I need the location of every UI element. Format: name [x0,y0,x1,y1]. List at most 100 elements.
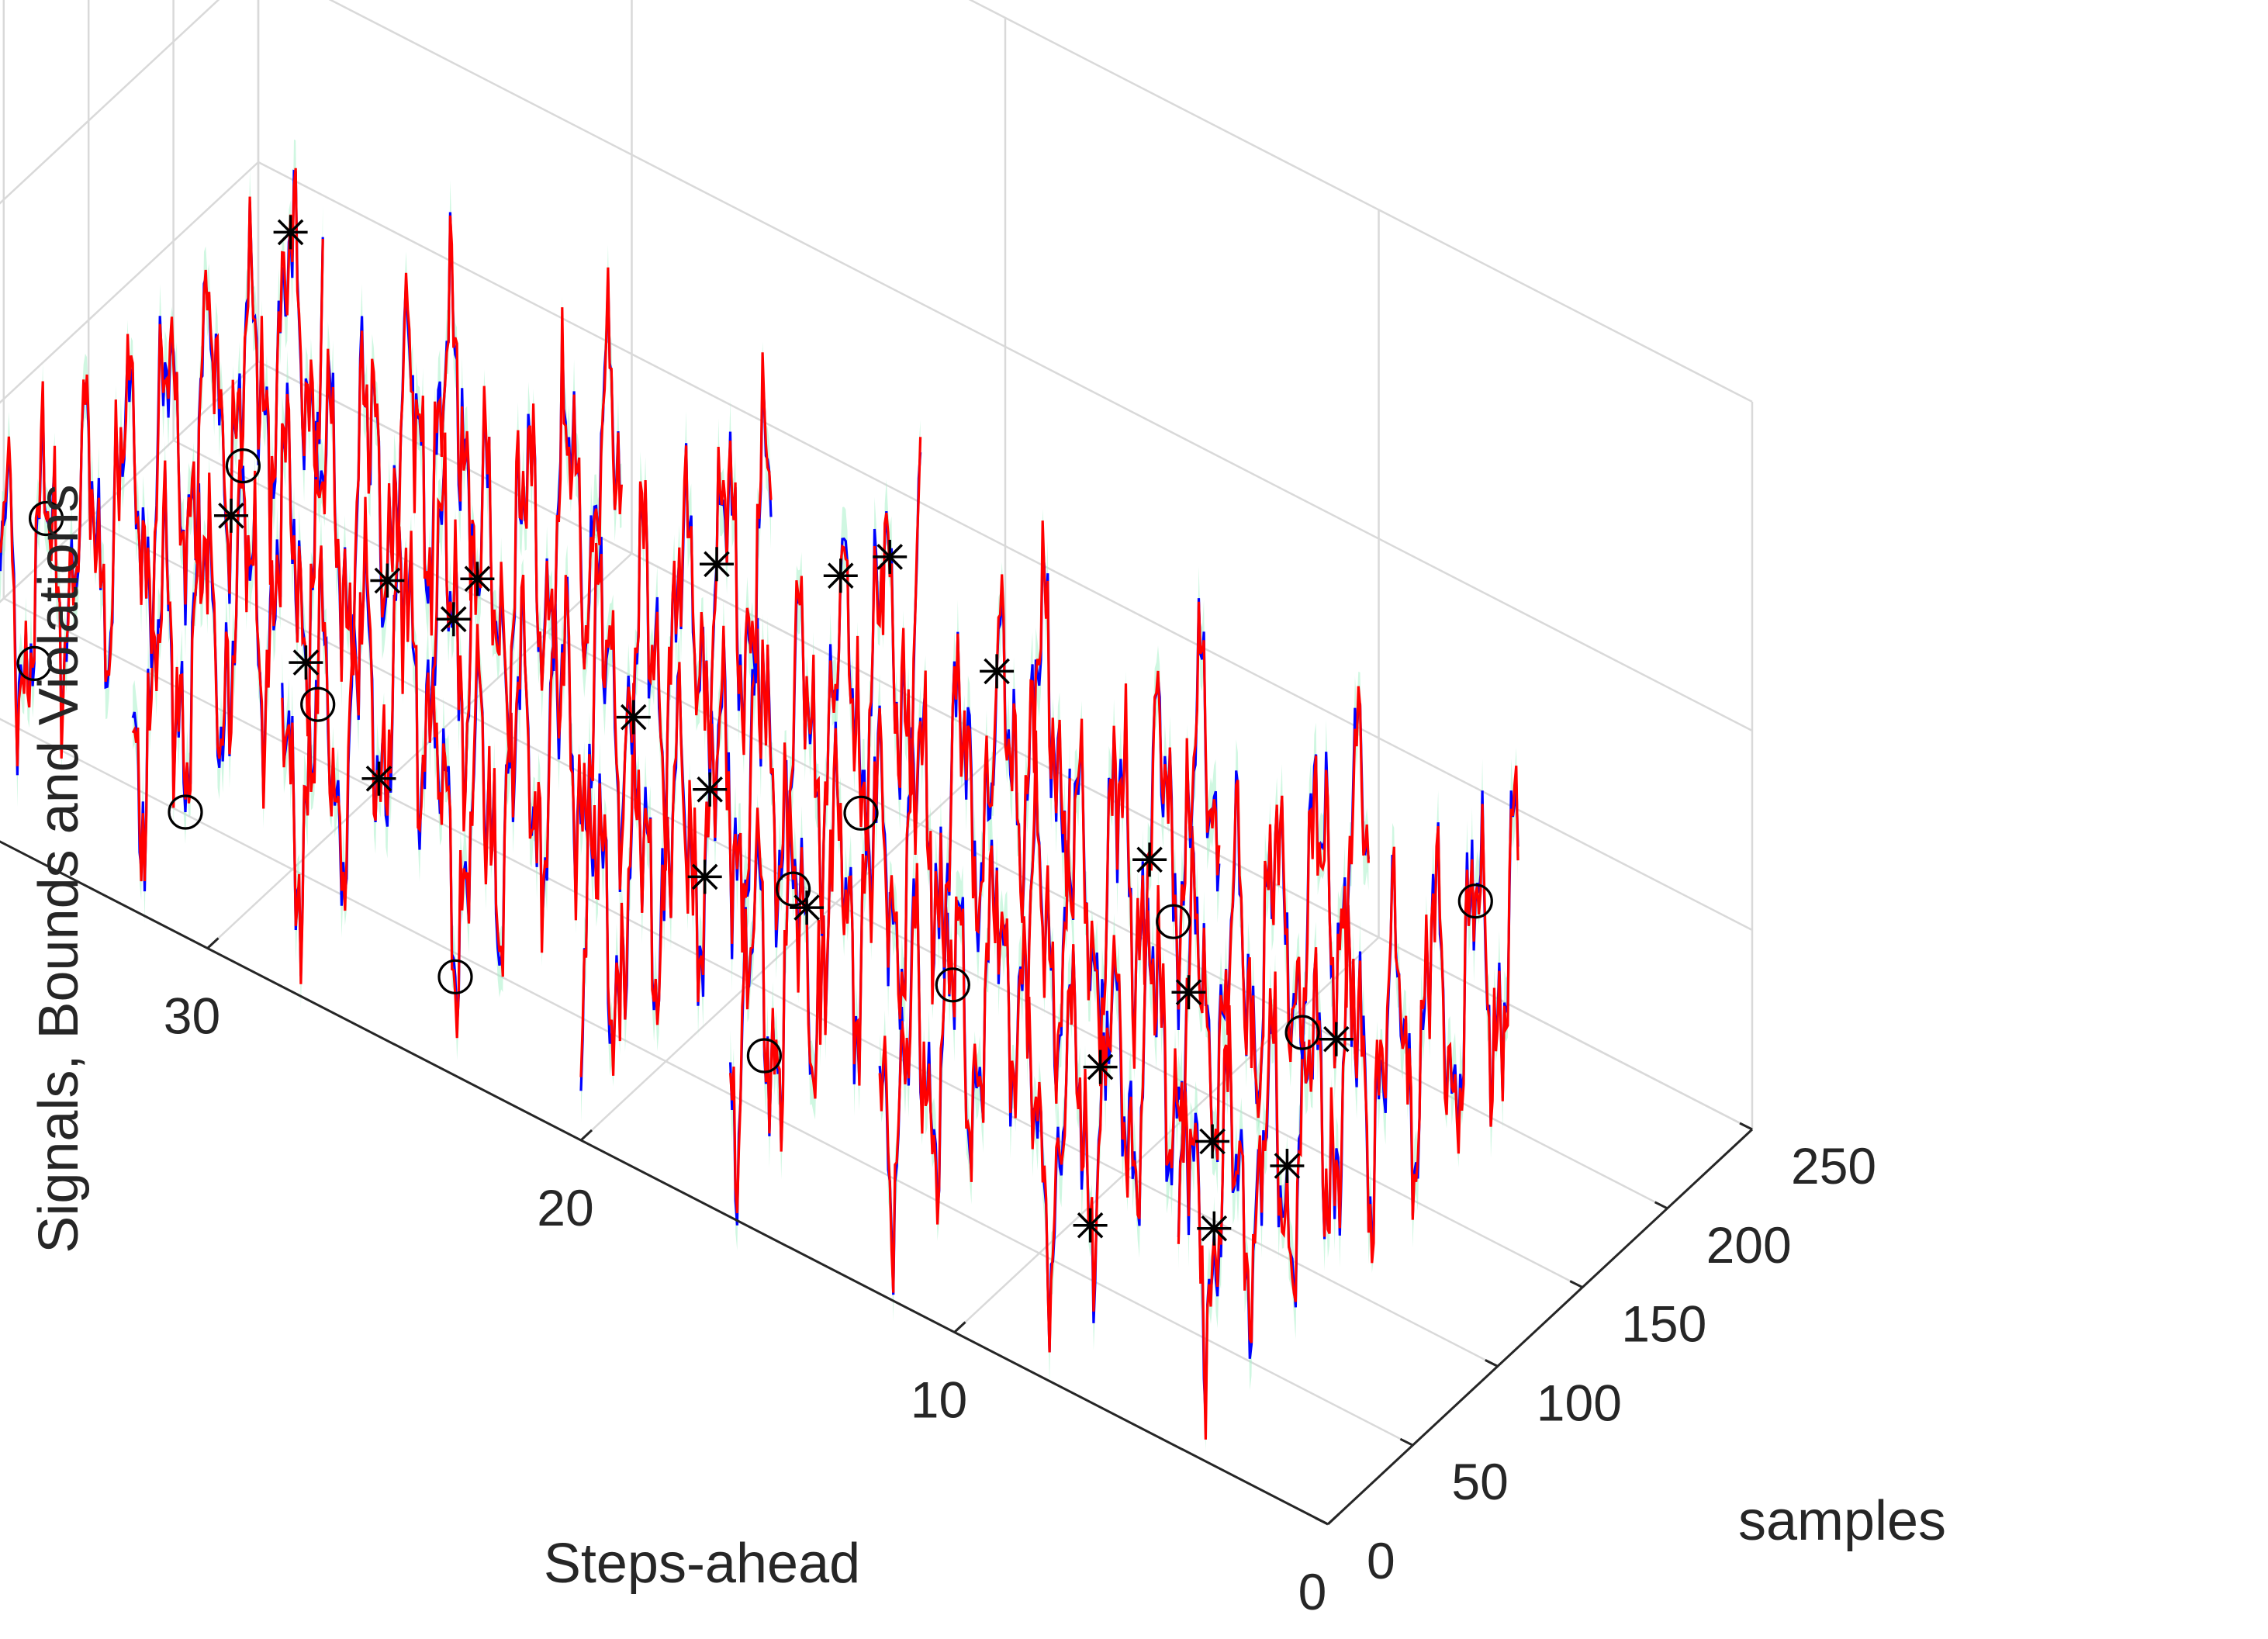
grid-line [0,0,258,29]
circle-marker [16,645,52,682]
asterisk-stroke [984,658,1010,685]
circle-marker [28,500,64,537]
grid-line [580,745,1006,1141]
circle-marker [168,794,203,830]
grid-line [206,552,633,949]
circle-marker [1156,904,1191,939]
asterisk-stroke [697,776,723,803]
prediction-line [0,168,324,766]
x-tick [579,1129,593,1142]
asterisk-marker [273,215,308,250]
circle-marker [935,967,970,1003]
z-axis-label: Signals, Bounds and Violations [28,484,90,1253]
grid-line [258,161,1753,932]
y-tick [1315,1516,1329,1526]
tick-labels: 010203040050100150200250-101 [164,987,1876,1621]
asterisk-marker [361,761,396,796]
y-axis-line [1326,1128,1754,1526]
asterisk-stroke [374,567,401,594]
grid-line [0,0,220,205]
circle-marker [775,871,811,907]
x-tick-label: 0 [1298,1563,1327,1620]
circle-marker [1284,1015,1320,1050]
x-tick [953,1321,966,1333]
circle-marker [300,686,336,722]
asterisk-marker [693,772,728,807]
y-tick-label: 250 [1791,1137,1876,1195]
y-tick-label: 50 [1451,1453,1508,1510]
axes [0,840,1754,1526]
asterisk-marker [1197,1211,1232,1246]
asterisk-marker [214,498,248,533]
asterisk-marker [873,539,908,574]
grid-line [173,439,1668,1209]
grid-line [88,518,1583,1288]
asterisk-stroke [793,894,820,921]
y-tick-label: 200 [1706,1216,1792,1274]
circle-marker [437,959,473,994]
asterisk-marker [1073,1208,1108,1243]
grid-line [0,361,259,603]
asterisk-stroke [365,766,392,792]
asterisk-marker [687,859,722,894]
asterisk-marker [1270,1149,1305,1183]
circle-marker [843,795,879,831]
asterisk-stroke [1323,1025,1350,1053]
y-tick [1399,1437,1414,1447]
asterisk-marker [289,645,323,680]
asterisk-marker [1195,1124,1230,1159]
signal-lines [0,168,1519,1440]
prediction-line [579,437,922,1077]
asterisk-stroke [1136,846,1163,873]
asterisk-marker [790,890,825,925]
x-tick-label: 10 [911,1371,967,1429]
asterisk-stroke [441,606,467,633]
circle-marker [1457,883,1493,919]
x-tick-label: 30 [164,987,220,1045]
y-tick [1485,1359,1499,1368]
y-tick-label: 100 [1537,1374,1622,1431]
circle-marker [225,448,261,484]
asterisk-stroke [876,544,903,570]
grid-line [0,717,1413,1447]
asterisk-stroke [1199,1128,1226,1155]
x-tick [1326,1513,1340,1526]
asterisk-marker [1319,1022,1354,1056]
asterisk-marker [823,558,858,593]
x-axis-label: Steps-ahead [544,1533,860,1595]
asterisk-stroke [828,562,854,589]
y-tick [1739,1122,1753,1131]
prediction-line [131,215,474,882]
asterisk-marker [616,700,651,735]
prediction-line [1028,686,1370,1353]
grid-line [0,161,259,404]
asterisk-stroke [1087,1053,1114,1081]
asterisk-marker [1171,975,1206,1010]
prediction-line [281,267,623,984]
asterisk-stroke [218,503,244,529]
y-tick-label: 150 [1621,1295,1706,1353]
asterisk-stroke [704,551,730,578]
asterisk-stroke [464,565,491,592]
x-tick-label: 20 [537,1179,593,1236]
asterisk-marker [436,602,471,637]
asterisk-marker [980,654,1015,689]
grid-line [968,0,1753,403]
prediction-line [430,352,773,1039]
y-tick-label: 0 [1367,1532,1395,1589]
asterisk-stroke [1274,1153,1301,1179]
violation-markers [16,215,1493,1246]
y-tick [1569,1280,1583,1288]
circle-marker [746,1038,783,1074]
asterisk-stroke [621,704,647,731]
asterisk-stroke [691,863,718,890]
prediction-line [878,601,1221,1293]
asterisk-marker [370,563,405,598]
y-tick [1654,1201,1668,1210]
y-axis-label: samples [1738,1490,1946,1552]
asterisk-marker [1083,1049,1118,1084]
asterisk-stroke [277,219,304,246]
asterisk-stroke [1201,1215,1228,1242]
asterisk-stroke [1175,979,1202,1005]
